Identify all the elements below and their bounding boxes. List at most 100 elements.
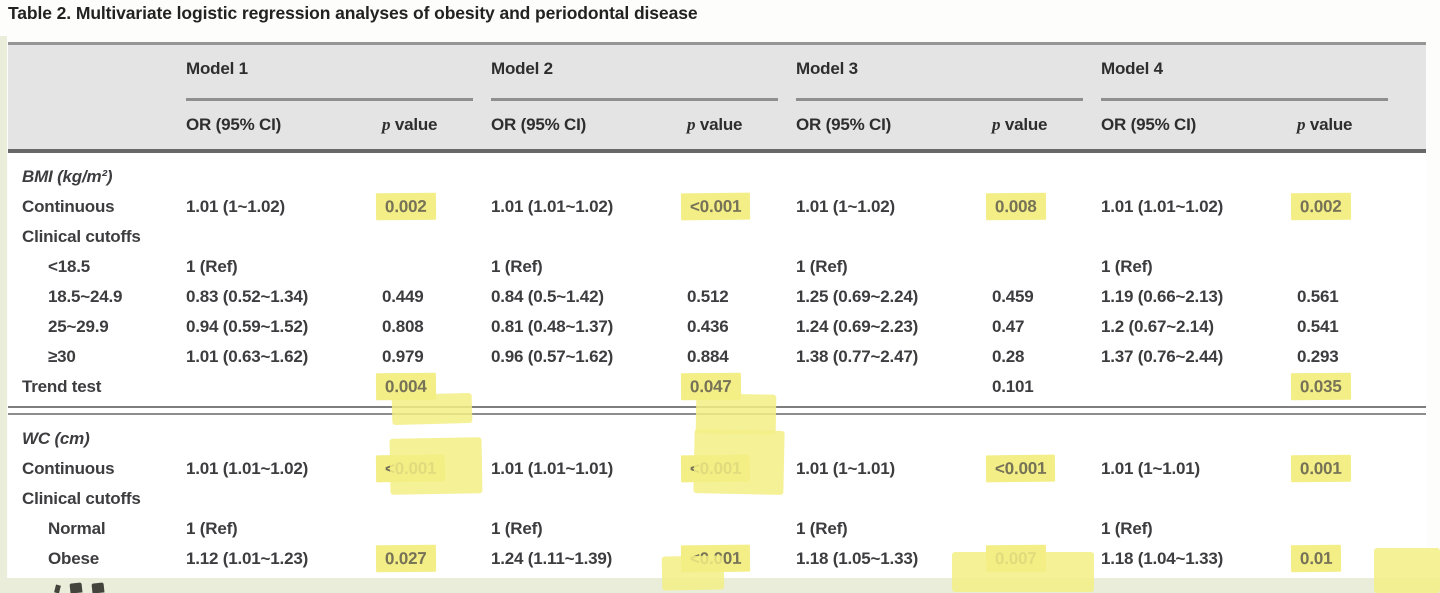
p-value [687, 162, 796, 192]
p-italic: p [382, 115, 391, 134]
or-ci-value: 1.2 (0.67~2.14) [1101, 317, 1214, 336]
p-italic: p [1297, 115, 1306, 134]
or-ci-value [186, 222, 382, 252]
highlight-smudge [661, 555, 725, 591]
or-ci-value [1101, 484, 1297, 514]
table-row: Continuous 1.01 (1.01~1.02) <0.001 1.01 (1.… [8, 454, 1426, 484]
p-rest: value [394, 115, 438, 134]
or-ci-value: 1.19 (0.66~2.13) [1101, 287, 1224, 306]
or-ci-value: 0.96 (0.57~1.62) [491, 347, 614, 366]
p-value [1297, 222, 1406, 252]
p-italic: p [687, 115, 696, 134]
row-label: 25~29.9 [48, 317, 109, 336]
p-value: 0.449 [382, 287, 424, 306]
or-ci-column-header: OR (95% CI) [796, 115, 892, 134]
regression-table: Model 1 Model 2 Model 3 Model 4 [8, 42, 1426, 587]
model-1-label: Model 1 [186, 59, 248, 78]
model-3-header: Model 3 [796, 45, 1101, 101]
table-row: Clinical cutoffs [8, 484, 1426, 514]
or-ci-value: 0.83 (0.52~1.34) [186, 287, 309, 306]
or-ci-value: 0.81 (0.48~1.37) [491, 317, 614, 336]
table-top-rule [8, 42, 1426, 45]
table-row: Trend test 0.004 0.047 0.101 0.035 [8, 372, 1426, 402]
p-value [992, 222, 1101, 252]
p-value: 0.002 [375, 192, 491, 222]
row-label: 18.5~24.9 [48, 287, 123, 306]
or-ci-value [186, 424, 382, 454]
highlight-smudge [952, 552, 1094, 592]
row-label: Clinical cutoffs [22, 489, 141, 508]
p-value [687, 514, 796, 544]
header-bottom-rule [8, 149, 1426, 153]
table-row: <18.5 1 (Ref) 1 (Ref) 1 (Ref) 1 (Ref) [8, 252, 1426, 282]
table-row: 18.5~24.9 0.83 (0.52~1.34) 0.449 0.84 (0.5~… [8, 282, 1426, 312]
or-ci-column-header: OR (95% CI) [1101, 115, 1197, 134]
highlighted-p-value: 0.01 [1290, 544, 1342, 573]
p-italic: p [992, 115, 1001, 134]
or-ci-value: 1.01 (1.01~1.02) [1101, 197, 1224, 216]
p-value [687, 252, 796, 282]
page-edge-strip [0, 36, 7, 593]
p-value [382, 162, 491, 192]
model-3-label: Model 3 [796, 59, 858, 78]
highlight-smudge [1374, 548, 1440, 593]
or-ci-value: 1.01 (1.01~1.01) [491, 459, 614, 478]
table-row: ≥30 1.01 (0.63~1.62) 0.979 0.96 (0.57~1.62)… [8, 342, 1426, 372]
or-ci-value [491, 162, 687, 192]
p-value [382, 514, 491, 544]
subheader-row: OR (95% CI) p value OR (95% CI) p value … [8, 101, 1426, 149]
row-label: BMI (kg/m²) [22, 167, 113, 186]
row-label: Clinical cutoffs [22, 227, 141, 246]
p-value: 0.459 [992, 287, 1034, 306]
model-2-label: Model 2 [491, 59, 553, 78]
or-ci-value: 0.84 (0.5~1.42) [491, 287, 604, 306]
p-value: 0.001 [1290, 454, 1406, 484]
or-ci-value [491, 424, 687, 454]
p-value: 0.47 [992, 317, 1025, 336]
or-ci-value [1101, 162, 1297, 192]
or-ci-value: 1.01 (1~1.02) [186, 197, 286, 216]
or-ci-value [186, 372, 382, 402]
or-ci-value: 1 (Ref) [1101, 257, 1153, 276]
or-ci-value: 1.38 (0.77~2.47) [796, 347, 919, 366]
table-header: Model 1 Model 2 Model 3 Model 4 [8, 45, 1426, 149]
model-1-rule [186, 97, 473, 101]
or-ci-value: 1.18 (1.05~1.33) [796, 549, 919, 568]
or-ci-column-header: OR (95% CI) [491, 115, 587, 134]
or-ci-value: 0.94 (0.59~1.52) [186, 317, 309, 336]
row-label: WC (cm) [22, 429, 90, 448]
highlighted-p-value: 0.002 [1290, 192, 1351, 221]
highlighted-p-value: 0.035 [1290, 372, 1351, 401]
or-ci-value: 1.01 (1~1.02) [796, 197, 896, 216]
highlight-smudge [693, 429, 785, 495]
or-ci-value: 1.12 (1.01~1.23) [186, 549, 309, 568]
p-value [1297, 252, 1406, 282]
row-label: Obese [48, 549, 99, 568]
table-row: BMI (kg/m²) [8, 162, 1426, 192]
model-1-header: Model 1 [186, 45, 491, 101]
or-ci-value: 1.01 (0.63~1.62) [186, 347, 309, 366]
row-label: ≥30 [48, 347, 76, 366]
or-ci-value: 1 (Ref) [186, 257, 238, 276]
p-value [1297, 514, 1406, 544]
or-ci-value: 1.24 (0.69~2.23) [796, 317, 919, 336]
p-value: 0.027 [375, 544, 491, 574]
highlighted-p-value: 0.001 [1290, 454, 1351, 483]
highlighted-p-value: 0.027 [375, 544, 436, 573]
highlight-smudge [391, 392, 473, 426]
row-label: <18.5 [48, 257, 91, 276]
p-value: 0.808 [382, 317, 424, 336]
model-4-header: Model 4 [1101, 45, 1406, 101]
or-ci-value [796, 222, 992, 252]
or-ci-value [796, 424, 992, 454]
p-value-column-header: p value [992, 115, 1101, 135]
p-value-column-header: p value [382, 115, 491, 135]
or-ci-value: 1.24 (1.11~1.39) [491, 549, 613, 568]
highlighted-p-value: 0.002 [375, 192, 436, 221]
or-ci-value [1101, 372, 1297, 402]
p-value [1297, 484, 1406, 514]
p-value: 0.884 [687, 347, 729, 366]
or-ci-value: 1.01 (1.01~1.02) [491, 197, 614, 216]
model-4-rule [1101, 97, 1388, 101]
p-rest: value [1004, 115, 1048, 134]
